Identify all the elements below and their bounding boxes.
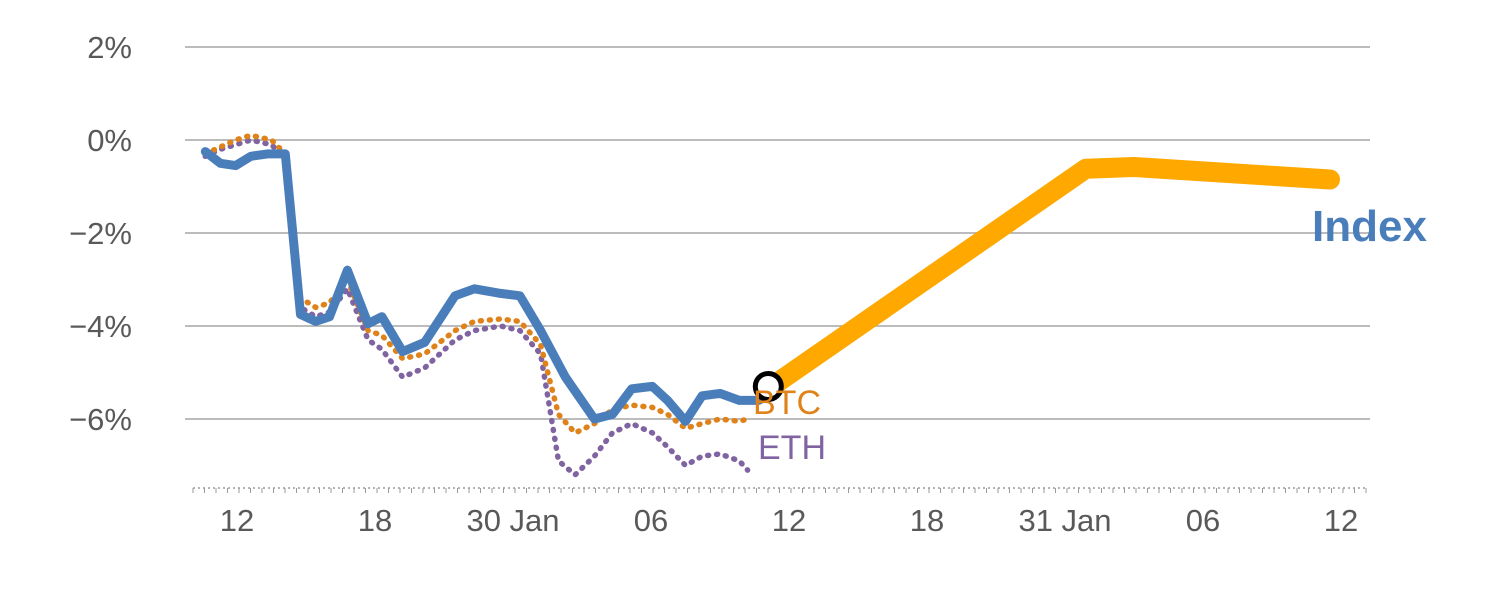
x-axis <box>192 487 1368 493</box>
x-axis-tick-label: 18 <box>910 503 944 538</box>
x-axis-tick-label: 12 <box>1324 503 1358 538</box>
y-axis-tick-label: 2% <box>87 30 132 65</box>
y-axis-labels: 2% 0% −2% −4% −6% <box>69 30 132 437</box>
current-point-marker <box>752 370 784 402</box>
x-axis-tick-label: 18 <box>358 503 392 538</box>
current-point-marker-ring <box>752 370 784 402</box>
x-axis-tick-label: 06 <box>634 503 668 538</box>
x-axis-tick-label: 31 Jan <box>1018 503 1111 538</box>
x-axis-labels: 12 18 30 Jan 06 12 18 31 Jan 06 12 <box>220 503 1358 538</box>
series-line-index <box>200 147 777 426</box>
x-axis-tick-label: 30 Jan <box>466 503 559 538</box>
series-line-index-projection <box>758 157 1340 399</box>
y-axis-tick-label: 0% <box>87 123 132 158</box>
y-axis-tick-label: −2% <box>69 216 132 251</box>
y-axis-tick-label: −4% <box>69 309 132 344</box>
x-axis-tick-label: 12 <box>772 503 806 538</box>
x-axis-tick-label: 12 <box>220 503 254 538</box>
series-lines <box>200 132 1340 478</box>
x-axis-tick-label: 06 <box>1186 503 1220 538</box>
gridlines <box>185 46 1370 420</box>
y-axis-tick-label: −6% <box>69 402 132 437</box>
